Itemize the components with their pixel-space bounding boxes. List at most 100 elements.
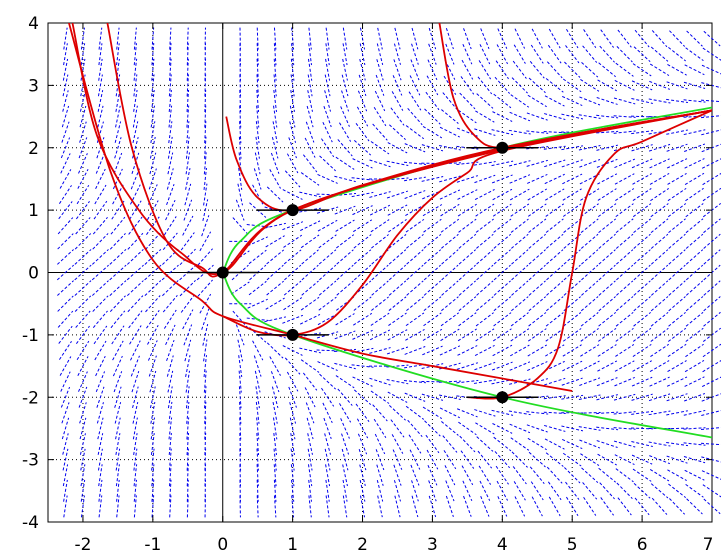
slope-segment [633, 64, 651, 76]
slope-segment [58, 296, 74, 311]
slope-segment [389, 297, 406, 311]
slope-segment [274, 74, 276, 96]
slope-segment [187, 74, 188, 96]
slope-segment [668, 203, 686, 216]
slope-segment [515, 497, 525, 517]
slope-segment [187, 121, 189, 143]
slope-segment [377, 44, 382, 65]
slope-segment [185, 340, 191, 361]
slope-segment [274, 464, 276, 486]
equilibrium-point-4 [496, 391, 508, 403]
slope-segment [134, 59, 137, 81]
slope-segment [394, 59, 401, 80]
slope-segment [318, 220, 337, 231]
slope-segment [532, 29, 542, 48]
slope-segment [202, 215, 209, 236]
slope-segment [563, 79, 581, 92]
slope-segment [582, 62, 598, 77]
slope-segment [511, 438, 529, 451]
slope-segment [616, 469, 634, 482]
slope-segment [97, 387, 104, 408]
slope-segment [58, 311, 73, 327]
slope-segment [170, 43, 171, 65]
slope-segment [616, 219, 633, 233]
slope-segment [459, 219, 477, 232]
slope-segment [423, 205, 442, 216]
slope-segment [319, 281, 336, 295]
slope-segment [600, 483, 615, 499]
slope-segment [669, 297, 686, 311]
slope-segment [292, 28, 294, 50]
slope-segment [320, 156, 336, 171]
slope-segment [584, 497, 596, 515]
slope-segment [187, 417, 189, 439]
slope-segment [205, 417, 206, 439]
slope-segment [496, 466, 508, 484]
slope-segment [75, 296, 91, 312]
slope-segment [532, 497, 542, 516]
slope-segment [546, 250, 563, 265]
slope-segment [389, 405, 405, 420]
slope-segment [477, 94, 493, 109]
slope-segment [59, 185, 71, 203]
slope-segment [528, 345, 547, 356]
slope-segment [565, 482, 578, 499]
slope-segment [476, 234, 493, 248]
slope-segment [527, 174, 547, 183]
slope-segment [408, 108, 423, 125]
slope-segment [134, 464, 137, 486]
slope-segment [458, 346, 478, 356]
slope-segment [668, 361, 687, 372]
slope-segment [685, 344, 703, 356]
slope-segment [531, 482, 543, 500]
slope-segment [254, 168, 261, 189]
slope-segment [58, 234, 74, 249]
slope-segment [511, 313, 528, 326]
slope-segment [412, 28, 418, 49]
slope-segment [57, 281, 73, 296]
slope-segment [446, 44, 454, 64]
slope-segment [599, 234, 616, 248]
slope-segment [240, 74, 241, 96]
slope-segment [152, 28, 154, 50]
slope-segment [110, 296, 125, 312]
slope-segment [187, 59, 188, 81]
slope-segment [528, 329, 546, 342]
slope-segment [115, 402, 120, 423]
slope-segment [389, 125, 405, 140]
slope-segment [167, 340, 175, 361]
slope-segment [634, 281, 650, 296]
slope-segment [443, 436, 457, 453]
x-tick-label: 4 [497, 535, 508, 555]
slope-segment [474, 362, 495, 369]
slope-segment [111, 311, 125, 328]
y-tick-label: 4 [28, 14, 39, 34]
slope-segment [198, 249, 213, 265]
slope-segment [511, 95, 529, 108]
slope-segment [378, 496, 383, 518]
slope-segment [169, 418, 172, 440]
slope-segment [274, 495, 275, 517]
slope-segment [97, 402, 103, 423]
slope-segment [458, 422, 476, 435]
slope-segment [406, 297, 423, 311]
slope-segment [337, 250, 354, 264]
slope-segment [204, 168, 206, 190]
slope-segment [205, 402, 206, 424]
slope-segment [562, 361, 582, 371]
slope-segment [239, 371, 241, 393]
slope-segment [388, 219, 406, 232]
slope-segment [669, 31, 684, 47]
slope-segment [152, 43, 154, 65]
slope-segment [529, 297, 546, 311]
slope-segment [360, 59, 366, 80]
slope-segment [233, 218, 248, 234]
slope-segment [651, 297, 668, 311]
slope-segment [205, 59, 206, 81]
slope-segment [460, 436, 475, 452]
slope-segment [669, 250, 685, 265]
slope-segment [205, 121, 206, 143]
slope-segment [687, 31, 703, 46]
slope-segment [352, 206, 372, 215]
slope-segment [634, 219, 651, 233]
